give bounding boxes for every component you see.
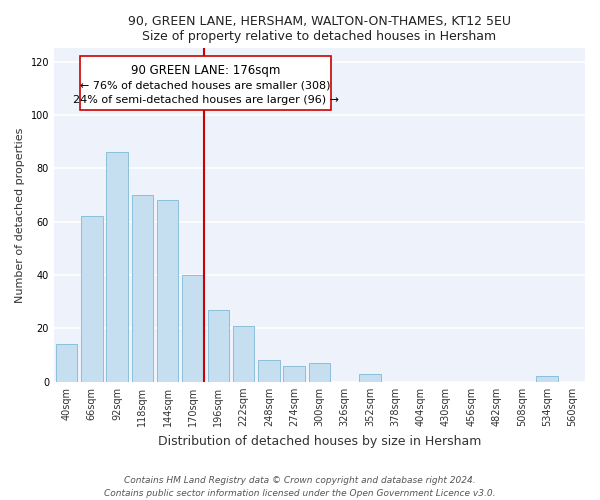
FancyBboxPatch shape: [80, 56, 331, 110]
Bar: [131, 195, 153, 382]
X-axis label: Distribution of detached houses by size in Hersham: Distribution of detached houses by size …: [158, 434, 481, 448]
Bar: [182, 275, 204, 382]
Bar: [283, 366, 305, 382]
Bar: [536, 376, 558, 382]
Bar: [208, 310, 229, 382]
Bar: [309, 363, 330, 382]
Y-axis label: Number of detached properties: Number of detached properties: [15, 128, 25, 303]
Title: 90, GREEN LANE, HERSHAM, WALTON-ON-THAMES, KT12 5EU
Size of property relative to: 90, GREEN LANE, HERSHAM, WALTON-ON-THAME…: [128, 15, 511, 43]
Bar: [157, 200, 178, 382]
Bar: [106, 152, 128, 382]
Text: Contains HM Land Registry data © Crown copyright and database right 2024.
Contai: Contains HM Land Registry data © Crown c…: [104, 476, 496, 498]
Bar: [359, 374, 381, 382]
Bar: [258, 360, 280, 382]
Text: 90 GREEN LANE: 176sqm: 90 GREEN LANE: 176sqm: [131, 64, 280, 78]
Bar: [56, 344, 77, 382]
Bar: [81, 216, 103, 382]
Bar: [233, 326, 254, 382]
Text: 24% of semi-detached houses are larger (96) →: 24% of semi-detached houses are larger (…: [73, 95, 338, 105]
Text: ← 76% of detached houses are smaller (308): ← 76% of detached houses are smaller (30…: [80, 80, 331, 90]
